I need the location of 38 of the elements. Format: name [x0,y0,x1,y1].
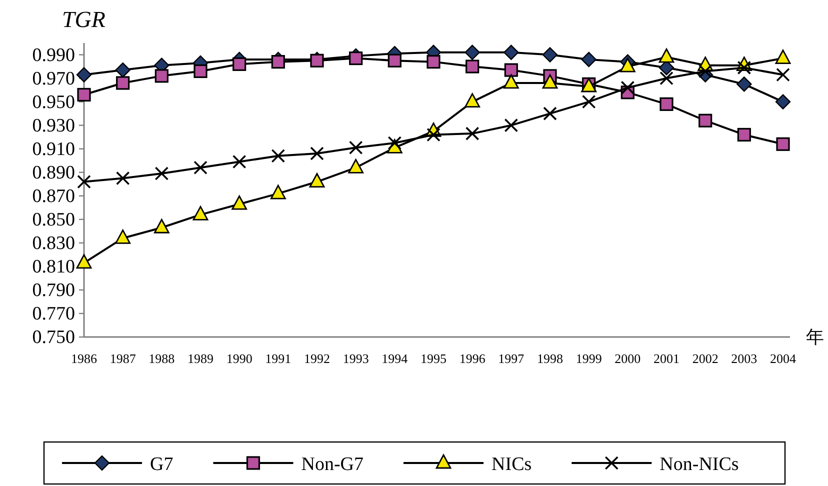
y-tick-label: 0.770 [32,303,75,324]
x-tick-label: 1992 [304,351,330,366]
y-tick-label: 0.810 [32,256,75,278]
y-tick-label: 0.890 [32,162,75,184]
x-tick-label: 1997 [498,351,525,366]
legend-label: Non-NICs [660,454,739,475]
x-tick-label: 1986 [71,351,98,366]
x-tick-label: 2004 [770,351,796,366]
x-tick-label: 1987 [110,351,136,366]
x-tick-label: 1999 [576,351,602,366]
y-tick-label: 0.850 [32,209,75,230]
y-tick-label: 0.750 [32,327,75,348]
x-tick-label: 2002 [692,351,718,366]
x-tick-label: 1990 [226,351,252,366]
y-tick-label: 0.990 [32,44,75,66]
x-tick-label: 1994 [382,351,408,366]
legend-label: NICs [492,454,532,475]
y-tick-label: 0.870 [32,186,75,207]
x-tick-label: 2001 [654,351,680,366]
y-tick-label: 0.950 [32,92,75,113]
x-tick-label: 2000 [614,351,641,366]
y-tick-label: 0.790 [32,280,75,301]
legend-label: Non-G7 [301,454,364,475]
x-tick-label: 1989 [188,351,214,366]
y-tick-label: 0.830 [32,232,75,254]
x-tick-label: 1988 [148,351,175,366]
legend-label: G7 [150,454,174,475]
x-tick-label: 1991 [265,351,292,366]
y-tick-label: 0.910 [32,138,75,160]
y-tick-label: 0.970 [32,68,75,90]
x-tick-label: 1993 [342,351,369,366]
x-tick-label: 1995 [420,351,446,366]
x-axis-title: 年 [806,327,824,348]
x-tick-label: 1998 [537,351,563,366]
x-tick-label: 2003 [731,351,758,366]
y-axis-title: TGR [62,7,106,32]
y-tick-label: 0.930 [32,115,75,136]
x-tick-label: 1996 [459,351,486,366]
